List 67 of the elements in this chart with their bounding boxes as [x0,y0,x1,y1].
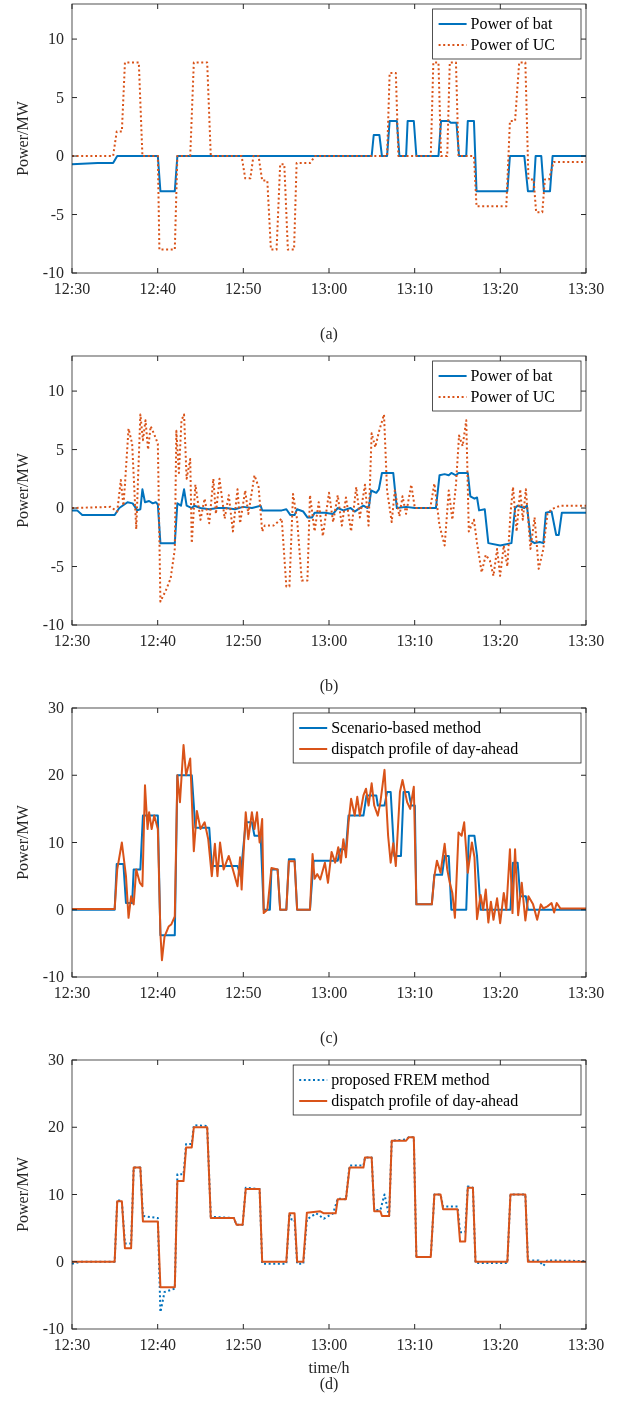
x-tick-label: 13:00 [310,1336,348,1353]
x-tick-label: 12:50 [225,984,262,1001]
x-tick-label: 13:00 [310,632,348,649]
x-tick-label: 12:40 [139,280,176,297]
x-tick-label: 12:40 [139,632,176,649]
y-tick-label: 10 [48,30,64,48]
line-series [71,471,587,547]
line-series [71,743,587,962]
y-tick-label: 10 [48,833,64,851]
y-tick-label: 30 [48,1051,64,1068]
x-tick-label: 12:30 [53,632,91,649]
y-tick-label: 20 [48,1118,64,1136]
legend-label: Power of bat [470,15,553,32]
y-tick-label: 30 [48,699,64,716]
x-tick-label: 13:20 [482,1336,519,1353]
x-tick-label: 13:10 [396,984,433,1001]
y-tick-label: 5 [56,440,64,458]
x-tick-label: 13:10 [396,280,433,297]
y-tick-label: 0 [56,900,64,918]
x-tick-label: 13:30 [567,632,605,649]
x-axis-title: time/h [308,1359,350,1376]
y-tick-label: -10 [42,1320,64,1337]
y-tick-label: -10 [42,264,64,281]
x-tick-label: 12:40 [139,984,176,1001]
y-tick-label: 0 [56,1252,64,1270]
y-tick-label: -5 [50,557,64,575]
y-axis-title: Power/MW [14,452,31,528]
x-tick-label: 12:30 [53,280,91,297]
y-tick-label: -10 [42,968,64,985]
text: (a) [320,325,338,343]
y-tick-label: 0 [56,499,64,517]
x-tick-label: 13:00 [310,984,348,1001]
text: (c) [320,1029,338,1047]
legend-label: Power of UC [470,36,556,53]
text: (b) [319,677,339,695]
text: (d) [319,1375,339,1393]
x-tick-label: 12:50 [225,1336,262,1353]
y-axis-title: Power/MW [14,804,31,880]
x-tick-label: 13:20 [482,984,519,1001]
legend-label: Power of UC [470,388,556,405]
y-tick-label: 0 [56,147,64,165]
y-tick-label: 5 [56,88,64,106]
y-tick-label: 10 [48,1185,64,1203]
x-tick-label: 12:40 [139,1336,176,1353]
y-tick-label: -10 [42,616,64,633]
x-tick-label: 13:10 [396,1336,433,1353]
x-tick-label: 12:50 [225,280,262,297]
x-tick-label: 13:30 [567,280,605,297]
x-tick-label: 12:30 [53,1336,91,1353]
x-tick-label: 12:30 [53,984,91,1001]
legend-label: dispatch profile of day-ahead [331,740,519,758]
x-tick-label: 13:00 [310,280,348,297]
x-tick-label: 13:20 [482,632,519,649]
legend-label: dispatch profile of day-ahead [331,1092,519,1110]
y-axis-title: Power/MW [14,1156,31,1232]
legend-label: Power of bat [470,367,553,384]
legend-label: proposed FREM method [331,1071,490,1089]
y-tick-label: -5 [50,205,64,223]
y-tick-label: 10 [48,382,64,400]
x-tick-label: 13:30 [567,1336,605,1353]
x-tick-label: 13:10 [396,632,433,649]
y-tick-label: 20 [48,766,64,784]
x-tick-label: 12:50 [225,632,262,649]
x-tick-label: 13:20 [482,280,519,297]
legend-label: Scenario-based method [331,719,481,736]
x-tick-label: 13:30 [567,984,605,1001]
y-axis-title: Power/MW [14,100,31,176]
